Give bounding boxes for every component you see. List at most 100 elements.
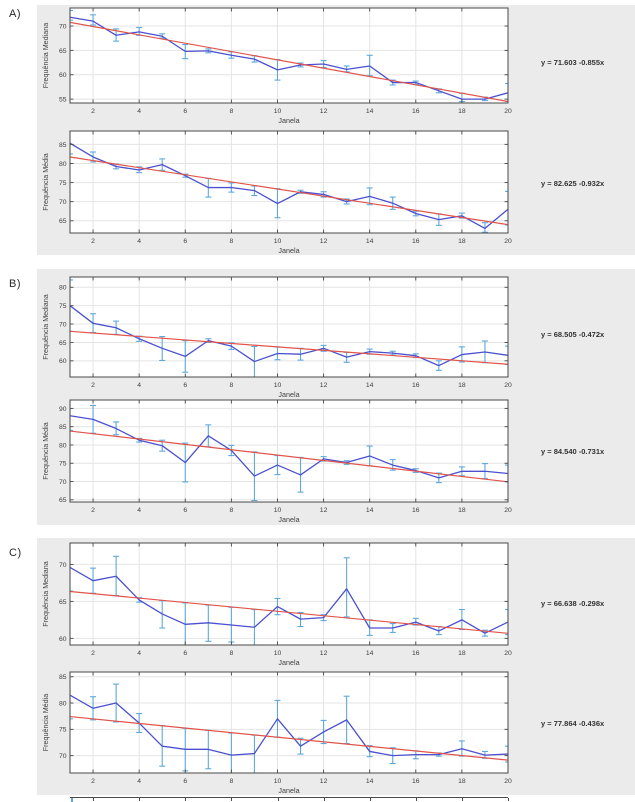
svg-text:70: 70 bbox=[59, 562, 67, 569]
y-axis-label: Frequência Mediana bbox=[41, 561, 50, 627]
svg-text:85: 85 bbox=[59, 142, 67, 149]
svg-text:8: 8 bbox=[229, 507, 233, 514]
tick-labels: 2 4 6 8 10 12 14 16 18 20 60 65 70 bbox=[59, 562, 512, 657]
partial-next-figure bbox=[70, 797, 509, 802]
partial-tick-mark bbox=[93, 798, 95, 801]
partial-errorbar-tick bbox=[71, 798, 73, 802]
x-axis-label: Janela bbox=[278, 515, 299, 524]
svg-text:18: 18 bbox=[458, 238, 466, 245]
svg-text:65: 65 bbox=[59, 218, 67, 225]
y-axis-label: Frequência Média bbox=[41, 153, 50, 211]
svg-text:65: 65 bbox=[59, 48, 67, 55]
svg-text:2: 2 bbox=[91, 382, 95, 389]
svg-text:65: 65 bbox=[59, 497, 67, 504]
equation-c-mean: y = 77.864 -0.436x bbox=[541, 719, 605, 728]
chart-c-mean-frequency: 2 4 6 8 10 12 14 16 18 20 70 75 80 85 Janela Frequência… bbox=[37, 666, 537, 802]
svg-text:10: 10 bbox=[274, 238, 282, 245]
svg-text:60: 60 bbox=[59, 358, 67, 365]
svg-text:20: 20 bbox=[504, 238, 512, 245]
svg-text:6: 6 bbox=[183, 108, 187, 115]
chart-svg: 2 4 6 8 10 12 14 16 18 20 65 70 75 80 85 90 Janela Frequê… bbox=[41, 399, 512, 524]
y-axis-label: Frequência Média bbox=[41, 694, 50, 752]
svg-text:70: 70 bbox=[59, 321, 67, 328]
partial-tick-mark bbox=[139, 798, 141, 801]
partial-tick-mark bbox=[508, 798, 509, 801]
svg-text:10: 10 bbox=[274, 778, 282, 785]
tick-labels: 2 4 6 8 10 12 14 16 18 20 70 75 80 85 bbox=[59, 674, 512, 785]
section-label-a: A) bbox=[9, 8, 21, 20]
equation-c-median: y = 66.638 -0.298x bbox=[541, 599, 605, 608]
x-axis-label: Janela bbox=[278, 786, 299, 795]
svg-text:85: 85 bbox=[59, 424, 67, 431]
svg-text:65: 65 bbox=[59, 599, 67, 606]
tick-marks bbox=[70, 131, 509, 233]
tick-marks bbox=[70, 277, 509, 377]
plot-area bbox=[70, 277, 508, 377]
svg-text:6: 6 bbox=[183, 382, 187, 389]
y-axis-label: Frequência Mediana bbox=[41, 294, 50, 360]
svg-text:4: 4 bbox=[137, 382, 141, 389]
svg-text:12: 12 bbox=[320, 238, 328, 245]
tick-marks bbox=[70, 8, 509, 103]
svg-text:8: 8 bbox=[229, 108, 233, 115]
plot-area bbox=[70, 672, 508, 773]
svg-text:80: 80 bbox=[59, 442, 67, 449]
svg-text:14: 14 bbox=[366, 507, 374, 514]
svg-text:85: 85 bbox=[59, 674, 67, 681]
svg-text:10: 10 bbox=[274, 507, 282, 514]
equation-a-mean: y = 82.625 -0.932x bbox=[541, 179, 605, 188]
section-label-b: B) bbox=[9, 278, 21, 290]
svg-text:75: 75 bbox=[59, 727, 67, 734]
axes-box bbox=[69, 7, 509, 104]
svg-text:16: 16 bbox=[412, 382, 420, 389]
chart-svg: 2 4 6 8 10 12 14 16 18 20 55 60 65 70 Janela Frequência… bbox=[41, 7, 512, 125]
svg-text:75: 75 bbox=[59, 180, 67, 187]
tick-labels: 2 4 6 8 10 12 14 16 18 20 55 60 65 70 bbox=[59, 23, 512, 115]
svg-text:80: 80 bbox=[59, 700, 67, 707]
axes-box bbox=[69, 276, 509, 378]
plot-area bbox=[70, 543, 508, 645]
svg-text:18: 18 bbox=[458, 650, 466, 657]
chart-b-median-frequency: 2 4 6 8 10 12 14 16 18 20 60 65 70 75 80 Janela Frequênc… bbox=[37, 271, 537, 408]
y-axis-label: Frequência Mediana bbox=[41, 23, 50, 89]
tick-marks bbox=[70, 543, 509, 645]
data-line bbox=[70, 694, 508, 757]
svg-text:18: 18 bbox=[458, 778, 466, 785]
svg-text:6: 6 bbox=[183, 778, 187, 785]
plot-area bbox=[70, 131, 508, 233]
svg-text:70: 70 bbox=[59, 753, 67, 760]
svg-text:4: 4 bbox=[137, 650, 141, 657]
svg-text:18: 18 bbox=[458, 108, 466, 115]
svg-text:70: 70 bbox=[59, 199, 67, 206]
svg-text:2: 2 bbox=[91, 108, 95, 115]
grid-lines bbox=[70, 400, 508, 502]
svg-text:70: 70 bbox=[59, 479, 67, 486]
plot-area bbox=[70, 8, 508, 103]
svg-text:14: 14 bbox=[366, 382, 374, 389]
svg-text:4: 4 bbox=[137, 238, 141, 245]
svg-text:4: 4 bbox=[137, 507, 141, 514]
x-axis-label: Janela bbox=[278, 246, 299, 255]
trend-line bbox=[70, 156, 508, 226]
svg-text:14: 14 bbox=[366, 650, 374, 657]
tick-marks bbox=[70, 672, 509, 773]
svg-text:6: 6 bbox=[183, 238, 187, 245]
svg-text:12: 12 bbox=[320, 650, 328, 657]
x-axis-label: Janela bbox=[278, 116, 299, 125]
svg-text:16: 16 bbox=[412, 238, 420, 245]
tick-labels: 2 4 6 8 10 12 14 16 18 20 60 65 70 75 80 bbox=[59, 285, 512, 389]
svg-text:14: 14 bbox=[366, 108, 374, 115]
svg-text:75: 75 bbox=[59, 303, 67, 310]
data-line bbox=[70, 415, 508, 479]
section-label-c: C) bbox=[9, 547, 22, 559]
equation-b-mean: y = 84.540 -0.731x bbox=[541, 447, 605, 456]
svg-text:90: 90 bbox=[59, 406, 67, 413]
partial-tick-mark bbox=[185, 798, 187, 801]
tick-labels: 2 4 6 8 10 12 14 16 18 20 65 70 75 80 85 bbox=[59, 142, 512, 245]
svg-text:20: 20 bbox=[504, 507, 512, 514]
svg-text:8: 8 bbox=[229, 382, 233, 389]
svg-text:2: 2 bbox=[91, 778, 95, 785]
svg-text:75: 75 bbox=[59, 461, 67, 468]
svg-text:10: 10 bbox=[274, 382, 282, 389]
